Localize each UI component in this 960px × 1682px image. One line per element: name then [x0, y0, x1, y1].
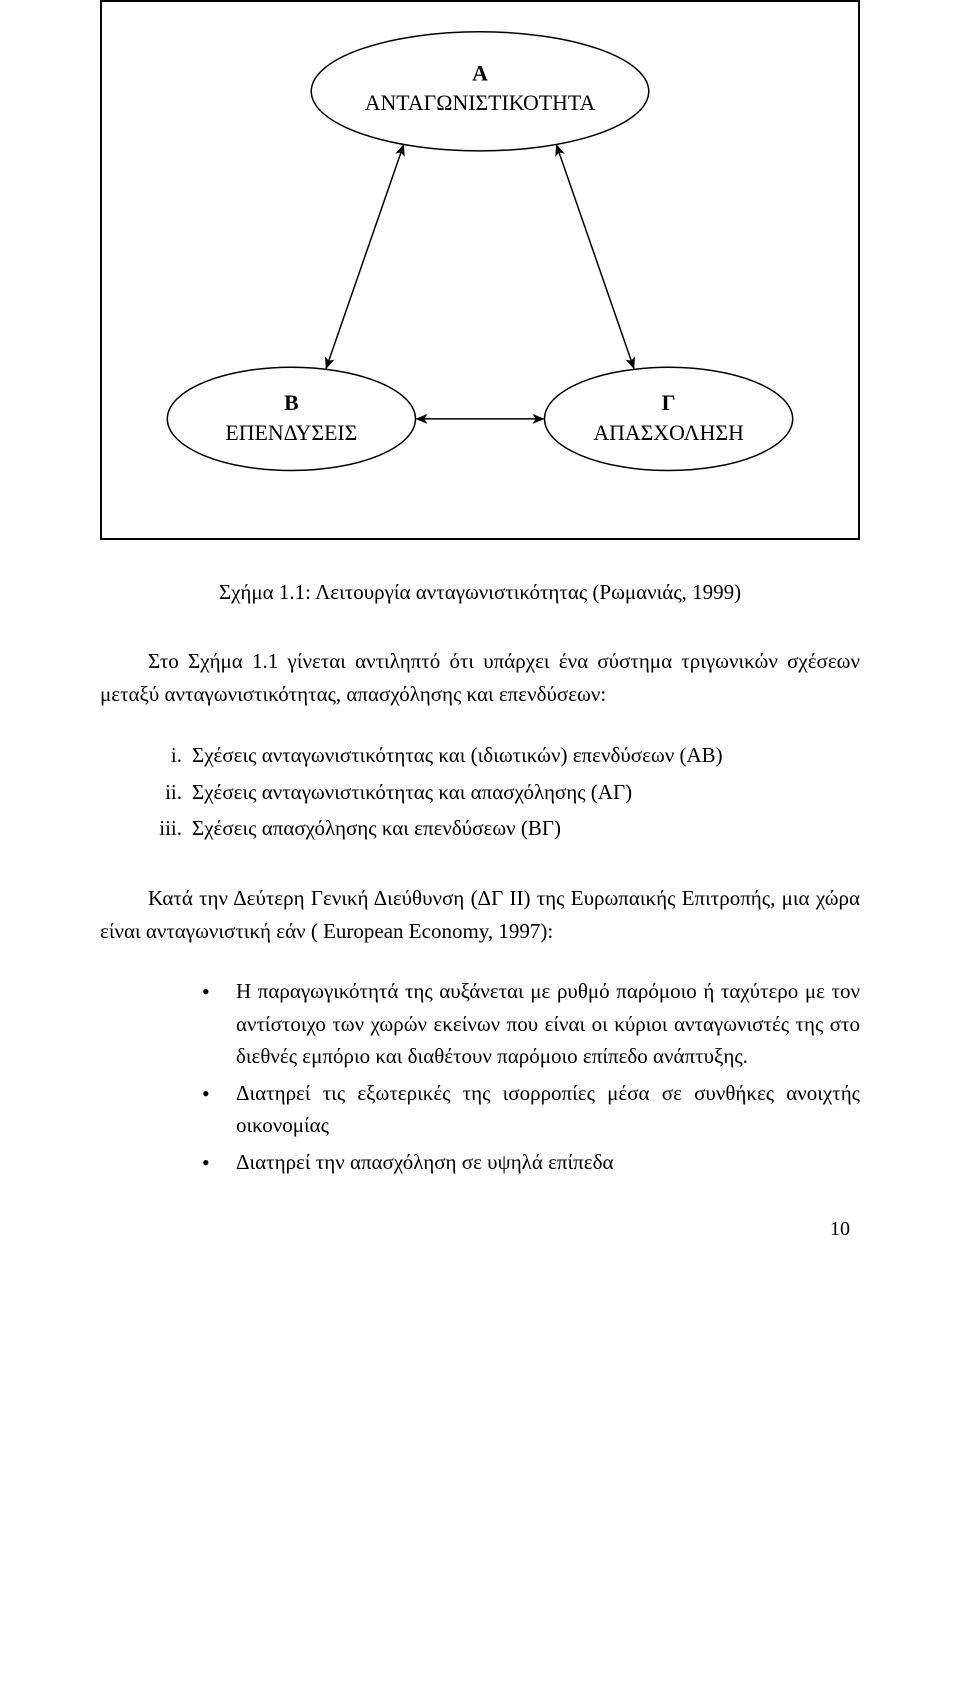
page-number: 10 — [100, 1218, 860, 1241]
bullet-list: Η παραγωγικότητά της αυξάνεται με ρυθμό … — [100, 975, 860, 1178]
triangle-diagram: Α ΑΝΤΑΓΩΝΙΣΤΙΚΟΤΗΤΑ Β ΕΠΕΝΔΥΣΕΙΣ Γ ΑΠΑΣΧ… — [102, 2, 858, 538]
bullet-item: Διατηρεί την απασχόληση σε υψηλά επίπεδα — [236, 1146, 860, 1179]
list-item-text: Σχέσεις ανταγωνιστικότητας και (ιδιωτικώ… — [192, 743, 723, 767]
bullet-item: Η παραγωγικότητά της αυξάνεται με ρυθμό … — [236, 975, 860, 1073]
node-a-label-top: Α — [472, 61, 488, 85]
edge-a-c — [556, 145, 633, 368]
node-a-label-bottom: ΑΝΤΑΓΩΝΙΣΤΙΚΟΤΗΤΑ — [365, 91, 596, 115]
list-item-text: Σχέσεις απασχόλησης και επενδύσεων (ΒΓ) — [192, 816, 561, 840]
bullet-item: Διατηρεί τις εξωτερικές της ισορροπίες μ… — [236, 1077, 860, 1142]
figure-caption: Σχήμα 1.1: Λειτουργία ανταγωνιστικότητας… — [100, 580, 860, 605]
list-item: i. Σχέσεις ανταγωνιστικότητας και (ιδιωτ… — [192, 738, 860, 773]
node-b-label-top: Β — [284, 391, 299, 415]
roman-list: i. Σχέσεις ανταγωνιστικότητας και (ιδιωτ… — [100, 738, 860, 846]
edge-a-b — [326, 145, 403, 368]
diagram-frame: Α ΑΝΤΑΓΩΝΙΣΤΙΚΟΤΗΤΑ Β ΕΠΕΝΔΥΣΕΙΣ Γ ΑΠΑΣΧ… — [100, 0, 860, 540]
node-b-ellipse — [167, 367, 415, 470]
roman-marker: iii. — [142, 811, 182, 846]
list-item: ii. Σχέσεις ανταγωνιστικότητας και απασχ… — [192, 775, 860, 810]
intro-paragraph: Στο Σχήμα 1.1 γίνεται αντιληπτό ότι υπάρ… — [100, 645, 860, 710]
list-item: iii. Σχέσεις απασχόλησης και επενδύσεων … — [192, 811, 860, 846]
roman-marker: i. — [142, 738, 182, 773]
node-c-label-top: Γ — [662, 391, 676, 415]
node-c-label-bottom: ΑΠΑΣΧΟΛΗΣΗ — [593, 421, 744, 445]
node-c-ellipse — [545, 367, 793, 470]
paragraph-2: Κατά την Δεύτερη Γενική Διεύθυνση (ΔΓ ΙΙ… — [100, 882, 860, 947]
roman-marker: ii. — [142, 775, 182, 810]
node-b-label-bottom: ΕΠΕΝΔΥΣΕΙΣ — [225, 421, 357, 445]
list-item-text: Σχέσεις ανταγωνιστικότητας και απασχόλησ… — [192, 780, 632, 804]
